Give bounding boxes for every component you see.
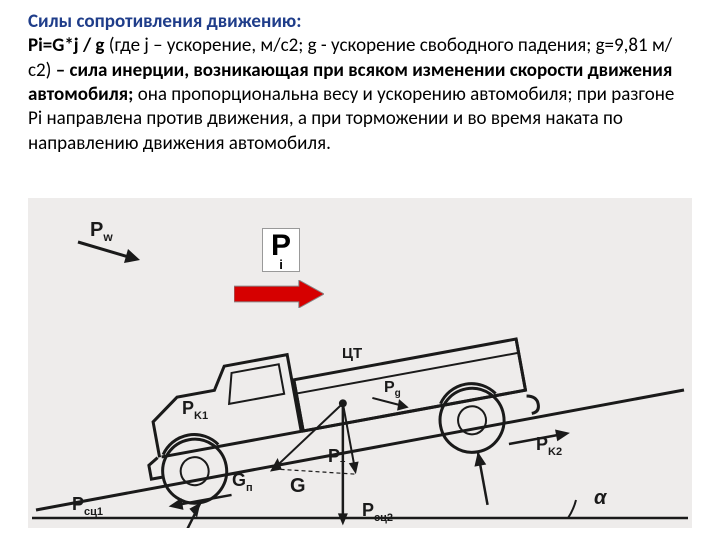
diagram-svg: Pw PK1 PK2 Pcц1 Pcц2 Gп G Pт Pg ЦТ α [28,198,692,528]
pi-label-box: Р i [262,228,300,272]
svg-text:α: α [594,487,608,509]
body-text: Силы сопротивления движению: Рi=G*j / g … [28,10,692,156]
formula: Рi=G*j / g [28,34,104,57]
svg-text:G: G [290,475,306,497]
force-diagram: Pw PK1 PK2 Pcц1 Pcц2 Gп G Pт Pg ЦТ α Р i [28,198,692,528]
heading: Силы сопротивления движению: [28,10,301,33]
pi-arrow [234,280,324,308]
svg-text:ЦТ: ЦТ [342,345,362,362]
